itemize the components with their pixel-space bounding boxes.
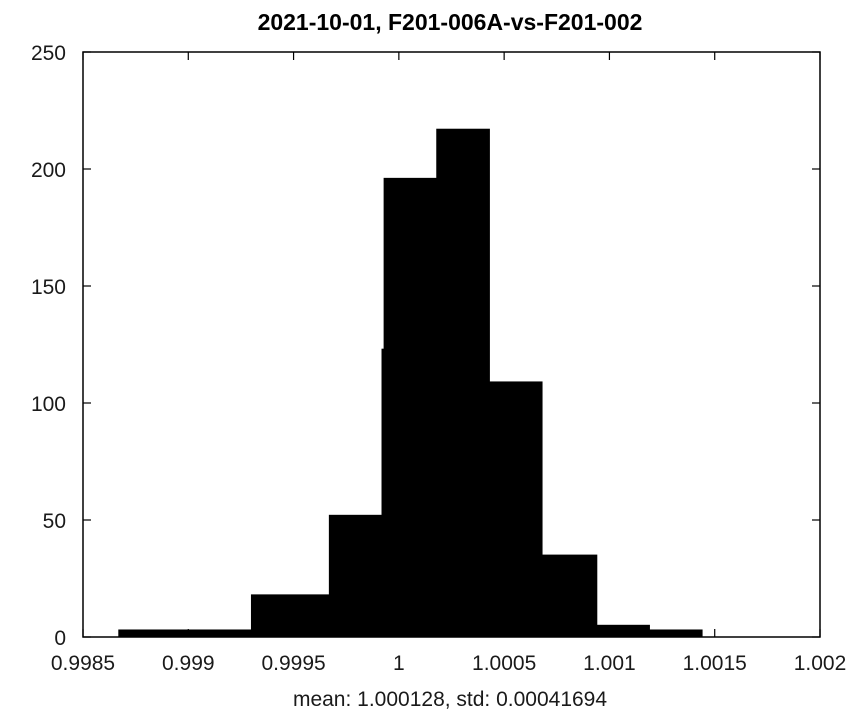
x-tick-label: 0.9995 [261,652,325,675]
x-axis-tick-labels: 0.9985 0.999 0.9995 1 1.0005 1.001 1.0015 1.002 [51,652,846,675]
plot-area-frame [82,51,821,638]
x-tick-label: 1.001 [583,652,636,675]
histogram-bar [596,624,650,638]
histogram-bar [118,629,252,638]
x-tick-label: 0.999 [162,652,215,675]
histogram-bar [541,554,598,638]
y-tick-label: 100 [31,393,66,416]
x-tick-label: 1 [393,652,405,675]
histogram-bar [648,629,703,638]
y-tick-label: 200 [31,159,66,182]
axis-ticks [82,51,821,638]
histogram-bar [383,177,438,638]
chart-title: 2021-10-01, F201-006A-vs-F201-002 [258,9,643,35]
y-tick-label: 50 [43,510,66,533]
histogram-bar [436,128,490,638]
histogram-bar [488,381,543,638]
x-axis-label: mean: 1.000128, std: 0.00041694 [293,688,607,711]
y-tick-label: 250 [31,42,66,65]
x-tick-label: 1.002 [794,652,847,675]
y-tick-label: 0 [54,627,66,650]
y-axis-tick-labels: 0 50 100 150 200 250 [31,42,66,650]
histogram-bars [118,128,703,638]
histogram-bar [328,514,383,638]
y-tick-label: 150 [31,276,66,299]
x-tick-label: 1.0005 [472,652,536,675]
x-tick-label: 1.0015 [683,652,747,675]
x-tick-label: 0.9985 [51,652,115,675]
histogram-bar [250,594,330,638]
